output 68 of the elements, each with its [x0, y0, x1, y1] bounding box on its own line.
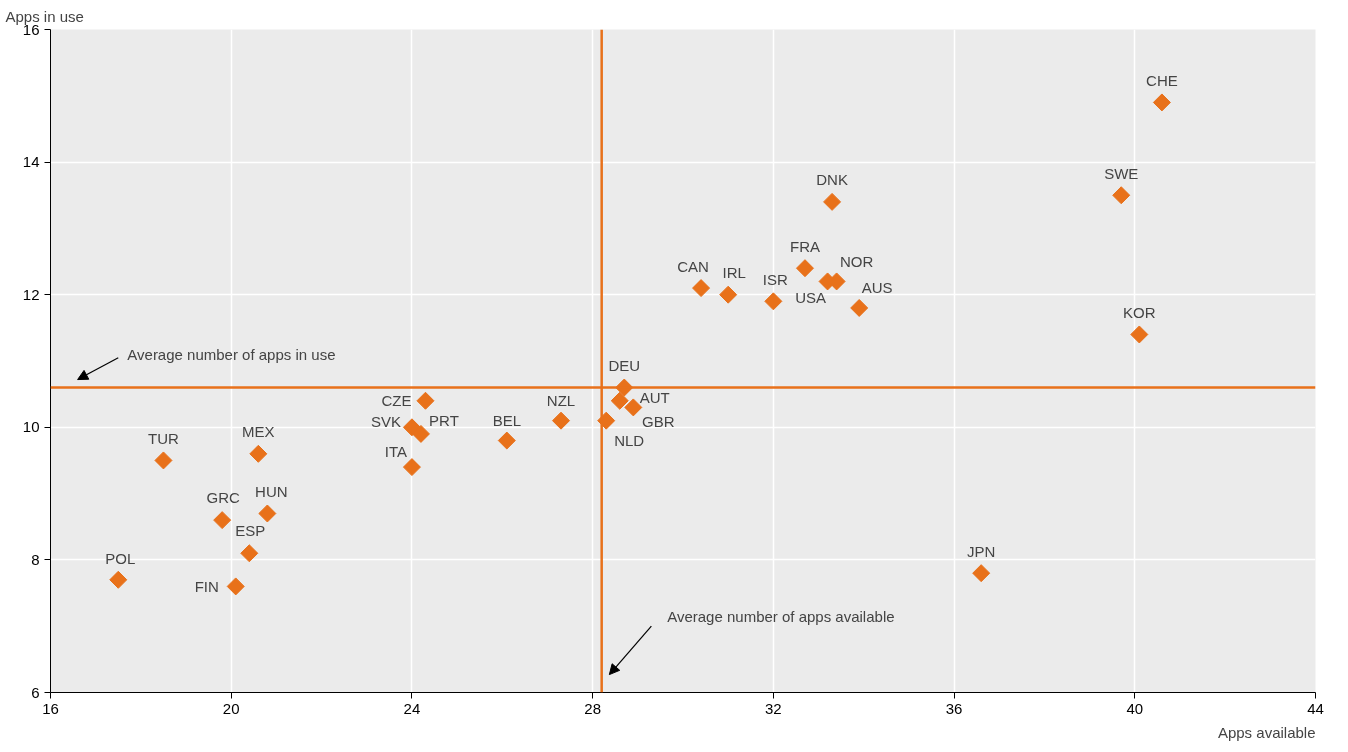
- annotation: CZE: [381, 392, 412, 410]
- annotation: FRA: [789, 237, 820, 255]
- y-tick-label: 10: [22, 418, 40, 436]
- annotation: TUR: [148, 429, 180, 447]
- point: [154, 451, 173, 470]
- annotation: ISR: [762, 270, 789, 288]
- annotation: IRL: [722, 264, 746, 282]
- annotation: USA: [795, 288, 826, 306]
- annotation: GBR: [642, 412, 675, 430]
- annotation: POL: [105, 550, 136, 568]
- x-tick-label: 32: [765, 699, 782, 717]
- point: [226, 577, 245, 596]
- point: [497, 431, 516, 450]
- x-tick-label: 24: [403, 699, 421, 717]
- point: [249, 444, 268, 463]
- x-tick-label: 20: [222, 699, 240, 717]
- point: [109, 570, 128, 589]
- point: [1112, 186, 1131, 205]
- point: [764, 292, 783, 311]
- y-tick-label: 12: [22, 285, 40, 303]
- point: [692, 279, 711, 298]
- x-tick-label: 44: [1307, 699, 1324, 717]
- annotation: ITA: [384, 442, 408, 460]
- point: [719, 285, 738, 304]
- annotation: GRC: [206, 488, 241, 506]
- x-tick-label: 36: [945, 699, 963, 717]
- annotation: CHE: [1146, 71, 1178, 89]
- x-axis-title: Apps available: [1217, 723, 1316, 741]
- x-tick-label: 40: [1126, 699, 1144, 717]
- point: [416, 391, 435, 410]
- annotation: KOR: [1123, 303, 1156, 321]
- point: [610, 391, 629, 410]
- annotation: NZL: [546, 392, 576, 410]
- point: [796, 259, 814, 278]
- y-tick-label: 6: [31, 683, 40, 701]
- point: [850, 298, 869, 317]
- annotation: MEX: [242, 423, 275, 441]
- annotation: SVK: [370, 412, 401, 430]
- annotation: PRT: [429, 412, 459, 430]
- point: [552, 411, 570, 430]
- annotation: SWE: [1104, 164, 1139, 182]
- annotation: AUT: [639, 389, 670, 407]
- annotation: JPN: [967, 542, 996, 560]
- ref-line-label: Average number of apps available: [667, 607, 895, 625]
- y-tick-label: 14: [22, 153, 40, 171]
- annotation: AUS: [861, 279, 893, 297]
- ref-line-label: Average number of apps in use: [127, 345, 336, 363]
- x-tick-label: 28: [584, 699, 601, 717]
- annotation: NLD: [614, 432, 645, 450]
- annotation: DNK: [816, 171, 848, 189]
- point: [402, 458, 421, 477]
- x-tick-label: 16: [42, 699, 59, 717]
- point: [1152, 93, 1171, 112]
- annotation: DEU: [608, 357, 641, 375]
- point: [1130, 325, 1149, 344]
- annotation: HUN: [255, 482, 288, 500]
- point: [823, 192, 842, 211]
- annotation: FIN: [194, 577, 219, 595]
- y-tick-label: 8: [31, 550, 40, 568]
- point: [240, 544, 259, 563]
- point: [213, 511, 232, 530]
- point: [972, 564, 991, 583]
- annotation: NOR: [839, 252, 874, 270]
- annotation: BEL: [492, 412, 521, 430]
- point: [258, 504, 277, 523]
- annotation: CAN: [677, 257, 709, 275]
- annotation: ESP: [235, 521, 266, 539]
- point: [411, 424, 430, 443]
